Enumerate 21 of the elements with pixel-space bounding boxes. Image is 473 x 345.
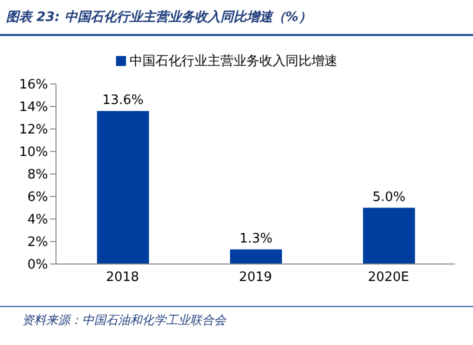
y-tick-label: 6% xyxy=(27,190,48,206)
data-label: 1.3% xyxy=(239,231,273,246)
x-tick-label: 2020E xyxy=(368,270,410,286)
chart-title: 图表 23: 中国石化行业主营业务收入同比增速（%） xyxy=(6,8,312,26)
y-tick-label: 8% xyxy=(27,168,48,183)
y-tick-label: 12% xyxy=(19,122,48,138)
y-tick-label: 16% xyxy=(19,78,48,93)
legend-label: 中国石化行业主营业务收入同比增速 xyxy=(130,54,338,69)
y-tick-label: 2% xyxy=(27,235,48,250)
bar xyxy=(230,249,282,264)
data-label: 13.6% xyxy=(102,93,144,108)
data-label: 5.0% xyxy=(372,190,406,205)
y-tick-label: 14% xyxy=(19,100,48,116)
y-tick-label: 0% xyxy=(27,258,48,273)
text: 资料来源：中国石油和化学工业联合会 xyxy=(22,312,226,329)
y-tick-label: 4% xyxy=(27,212,48,228)
bar xyxy=(363,208,415,264)
bar xyxy=(97,111,149,264)
x-tick-label: 2018 xyxy=(106,270,140,286)
x-tick-label: 2019 xyxy=(238,270,272,286)
y-tick-label: 10% xyxy=(19,145,48,160)
